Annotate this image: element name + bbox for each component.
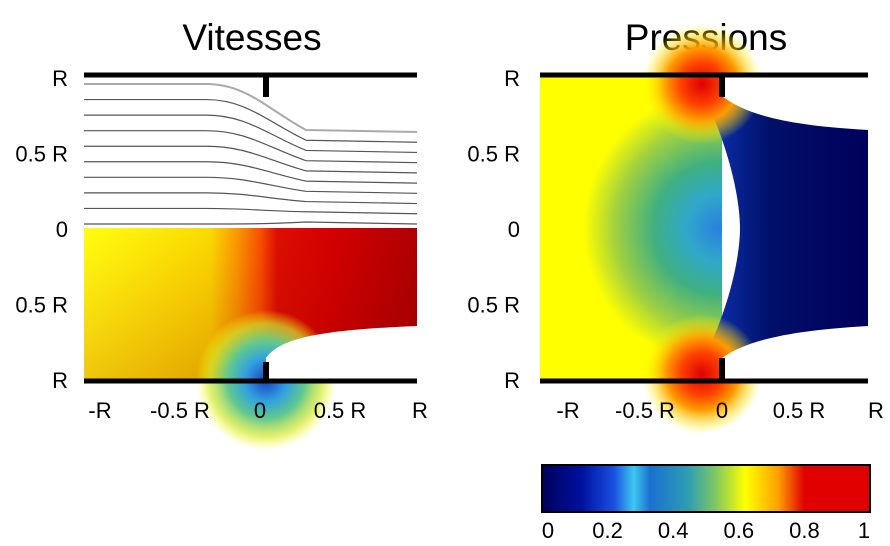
y-tick-label: 0.5 R bbox=[467, 293, 520, 318]
colorbar-tick-label: 0.2 bbox=[592, 518, 623, 543]
x-tick-label: -R bbox=[88, 398, 111, 423]
y-tick-label: 0 bbox=[56, 217, 68, 242]
velocity-streamlines bbox=[84, 83, 418, 225]
colorbar-gradient bbox=[541, 464, 871, 513]
streamline bbox=[84, 161, 418, 184]
colorbar-tick-label: 0 bbox=[542, 518, 554, 543]
y-tick-label: R bbox=[504, 368, 520, 393]
velocity-chart: Vitesses R 0.5 R 0 0.5 R R -R -0.5 R 0 0.5 R R bbox=[15, 17, 428, 460]
streamline bbox=[84, 192, 418, 205]
x-tick-label: 0 bbox=[716, 398, 728, 423]
colorbar: 0 0.2 0.4 0.6 0.8 1 bbox=[541, 464, 871, 543]
x-tick-label: -0.5 R bbox=[150, 398, 210, 423]
x-tick-label: R bbox=[412, 398, 428, 423]
velocity-color-field bbox=[84, 228, 417, 460]
y-tick-label: 0.5 R bbox=[15, 142, 68, 167]
colorbar-tick-label: 0.6 bbox=[724, 518, 755, 543]
streamline bbox=[84, 176, 418, 194]
y-tick-label: 0 bbox=[508, 217, 520, 242]
x-tick-label: -R bbox=[556, 398, 579, 423]
x-tick-label: 0 bbox=[254, 398, 266, 423]
colorbar-tick-label: 1 bbox=[858, 518, 870, 543]
streamline bbox=[84, 207, 418, 215]
streamline bbox=[84, 83, 418, 133]
streamline bbox=[84, 98, 418, 143]
y-tick-label: R bbox=[52, 368, 68, 393]
pressure-chart: Pressions R0.5 R00.5 RR -R-0.5 R00.5 RR bbox=[467, 17, 884, 434]
pressure-color-field bbox=[540, 24, 868, 434]
x-tick-label: -0.5 R bbox=[615, 398, 675, 423]
colorbar-tick-label: 0.4 bbox=[658, 518, 689, 543]
y-tick-label: R bbox=[504, 66, 520, 91]
streamline bbox=[84, 130, 418, 164]
x-tick-label: 0.5 R bbox=[314, 398, 367, 423]
streamline bbox=[84, 221, 418, 225]
streamline bbox=[84, 145, 418, 174]
y-tick-label: 0.5 R bbox=[15, 293, 68, 318]
streamline bbox=[84, 114, 418, 154]
velocity-title: Vitesses bbox=[182, 17, 321, 58]
colorbar-tick-label: 0.8 bbox=[789, 518, 820, 543]
x-tick-label: R bbox=[868, 398, 884, 423]
y-tick-label: 0.5 R bbox=[467, 142, 520, 167]
y-tick-label: R bbox=[52, 66, 68, 91]
x-tick-label: 0.5 R bbox=[773, 398, 826, 423]
